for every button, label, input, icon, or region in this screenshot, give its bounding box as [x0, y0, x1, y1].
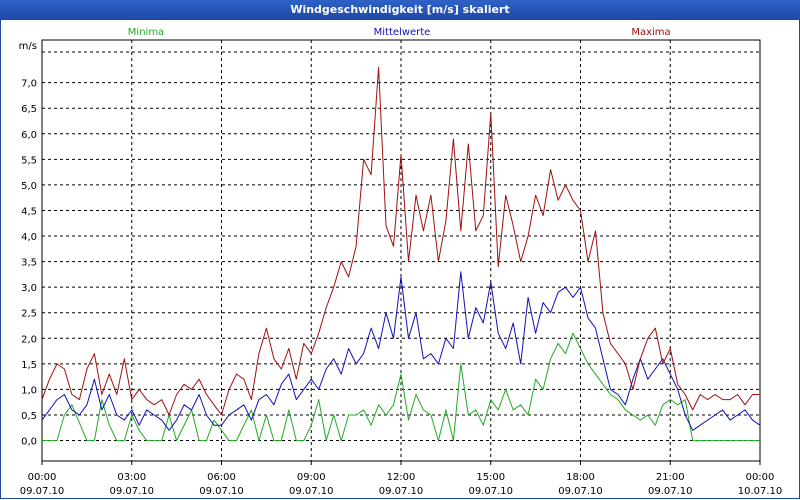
- x-tick-date: 09.07.10: [468, 486, 513, 497]
- y-tick-label: 5,0: [21, 181, 37, 192]
- y-tick-label: 3,5: [21, 258, 37, 269]
- y-tick-label: 6,5: [21, 104, 37, 115]
- legend-mittelwerte: Mittelwerte: [374, 27, 431, 38]
- x-tick-time: 03:00: [117, 472, 146, 483]
- minima-line: [42, 332, 760, 442]
- x-tick-date: 09.07.10: [199, 486, 244, 497]
- legend-maxima: Maxima: [631, 27, 670, 38]
- y-tick-label: 5,5: [21, 155, 37, 166]
- x-tick-time: 06:00: [207, 472, 236, 483]
- y-tick-labels: 0,0 0,5 1,0 1,5 2,0 2,5 3,0 3,5 4,0 4,5 5,0 5,5 6,0 6…: [19, 41, 37, 448]
- y-tick-label: 4,0: [21, 232, 37, 243]
- y-tick-label: 4,5: [21, 206, 37, 217]
- x-tick-time: 15:00: [476, 472, 505, 483]
- legend: Minima Mittelwerte Maxima: [128, 27, 671, 38]
- x-tick-date: 09.07.10: [109, 486, 154, 497]
- y-axis-label: m/s: [19, 41, 37, 52]
- x-tick-time: 00:00: [746, 472, 775, 483]
- x-tick-date: 09.07.10: [289, 486, 334, 497]
- chart-title: Windgeschwindigkeit [m/s] skaliert: [0, 0, 800, 20]
- y-tick-label: 1,5: [21, 360, 37, 371]
- y-tick-label: 2,0: [21, 334, 37, 345]
- x-tick-date: 09.07.10: [379, 486, 424, 497]
- x-tick-time: 09:00: [297, 472, 326, 483]
- x-tick-time: 18:00: [566, 472, 595, 483]
- x-tick-date: 09.07.10: [648, 486, 693, 497]
- grid-layer: [41, 39, 761, 465]
- x-tick-date: 09.07.10: [558, 486, 603, 497]
- y-tick-label: 7,0: [21, 79, 37, 90]
- maxima-line: [41, 66, 760, 416]
- x-tick-date: 10.07.10: [738, 486, 783, 497]
- y-tick-label: 6,0: [21, 130, 37, 141]
- series-layer: [41, 66, 761, 442]
- legend-minima: Minima: [128, 27, 164, 38]
- y-tick-label: 0,5: [21, 411, 37, 422]
- x-tick-time: 12:00: [387, 472, 416, 483]
- x-tick-time: 00:00: [28, 472, 57, 483]
- x-tick-date: 09.07.10: [20, 486, 65, 497]
- y-tick-label: 1,0: [21, 385, 37, 396]
- y-tick-label: 3,0: [21, 283, 37, 294]
- y-tick-label: 2,5: [21, 309, 37, 320]
- y-tick-label: 0,0: [21, 437, 37, 448]
- x-tick-time: 21:00: [656, 472, 685, 483]
- x-tick-labels: 00:00 09.07.10 03:00 09.07.10 06:00 09.07.10 0…: [20, 472, 783, 497]
